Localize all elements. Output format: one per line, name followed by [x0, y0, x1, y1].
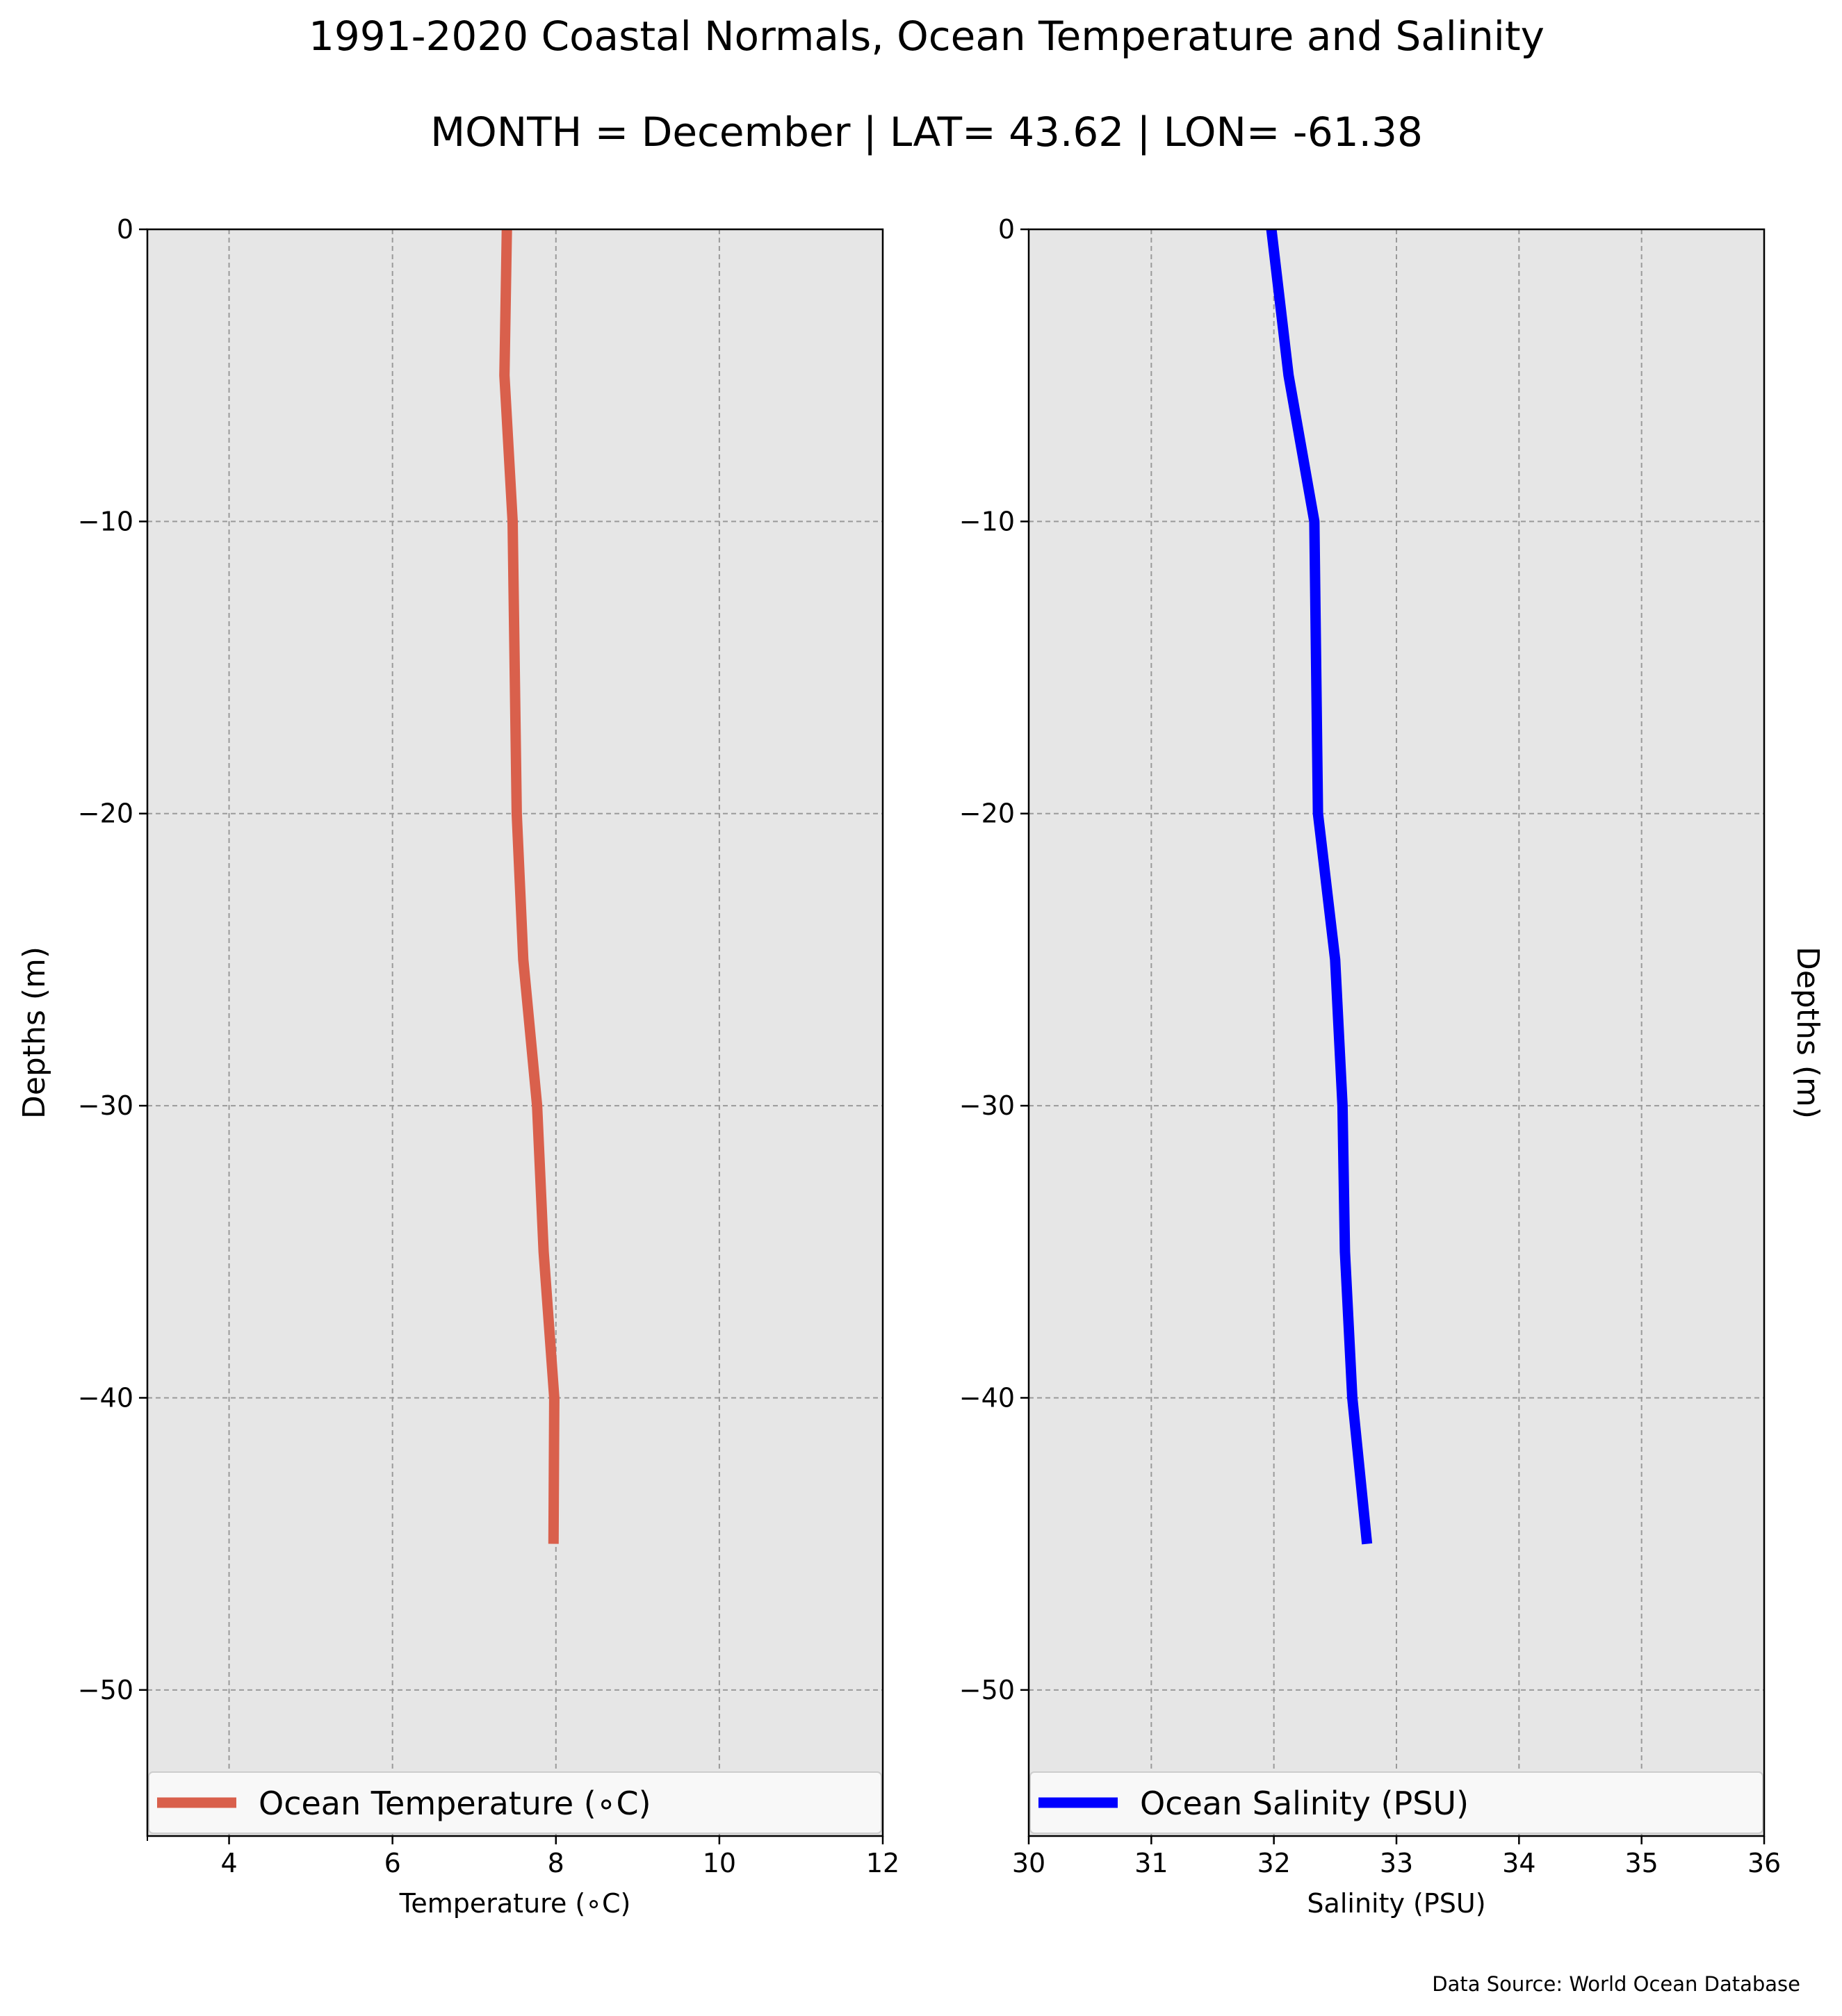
- sal-series-line: [1266, 229, 1373, 1545]
- sal-x-tick-label: 35: [1624, 1848, 1658, 1878]
- salinity-profile-chart: Ocean Salinity (PSU) 30 31 32 33 34 35 36 0 −10 −2…: [959, 214, 1825, 1919]
- temp-legend: Ocean Temperature (∘C): [148, 1771, 882, 1834]
- sal-y-axis-label: Depths (m): [1790, 946, 1825, 1119]
- sal-y-tick-label: −30: [959, 1090, 1015, 1121]
- temp-y-tick-label: 0: [117, 214, 133, 245]
- sal-x-tick-label: 33: [1380, 1848, 1413, 1878]
- temp-x-tick-label: 8: [548, 1848, 564, 1878]
- sal-y-tick-label: −10: [959, 506, 1015, 536]
- temp-x-tick-label: 4: [220, 1848, 237, 1878]
- sal-x-tick-label: 32: [1257, 1848, 1290, 1878]
- sal-x-tick-label: 30: [1012, 1848, 1045, 1878]
- temp-plot-area: [147, 229, 883, 1836]
- figure-subtitle: MONTH = December | LAT= 43.62 | LON= -61…: [430, 108, 1423, 156]
- temp-legend-box: [148, 1771, 882, 1834]
- sal-legend-label: Ocean Salinity (PSU): [1140, 1785, 1469, 1822]
- temp-series-line: [499, 229, 560, 1544]
- temp-x-tick-label: 10: [703, 1848, 736, 1878]
- sal-legend-box: [1029, 1771, 1763, 1834]
- sal-y-tick-label: −20: [959, 798, 1015, 829]
- temp-x-axis-label: Temperature (∘C): [399, 1888, 631, 1919]
- temp-y-tick-label: −50: [78, 1675, 133, 1705]
- sal-x-axis-label: Salinity (PSU): [1307, 1888, 1485, 1919]
- sal-x-tick-label: 36: [1747, 1848, 1781, 1878]
- temp-x-tick-label: 12: [866, 1848, 899, 1878]
- temp-y-tick-label: −40: [78, 1382, 133, 1413]
- temp-axes-frame: [146, 228, 884, 1837]
- sal-y-tick-label: −50: [959, 1675, 1015, 1705]
- temperature-profile-chart: Ocean Temperature (∘C) 4 6 8 10 12 0 −10 −20 −30 −…: [17, 214, 899, 1919]
- temp-legend-label: Ocean Temperature (∘C): [259, 1785, 651, 1822]
- sal-y-tick-label: 0: [998, 214, 1015, 245]
- temp-y-tick-label: −10: [78, 506, 133, 536]
- temp-y-tick-label: −30: [78, 1090, 133, 1121]
- sal-x-tick-label: 34: [1502, 1848, 1535, 1878]
- sal-legend: Ocean Salinity (PSU): [1029, 1771, 1763, 1834]
- temp-y-axis-label: Depths (m): [17, 946, 52, 1119]
- sal-x-tick-label: 31: [1134, 1848, 1168, 1878]
- data-source-note: Data Source: World Ocean Database: [1432, 1972, 1800, 1996]
- figure-title: 1991-2020 Coastal Normals, Ocean Tempera…: [309, 13, 1544, 60]
- sal-y-tick-label: −40: [959, 1382, 1015, 1413]
- temp-y-tick-label: −20: [78, 798, 133, 829]
- temp-x-tick-label: 6: [384, 1848, 401, 1878]
